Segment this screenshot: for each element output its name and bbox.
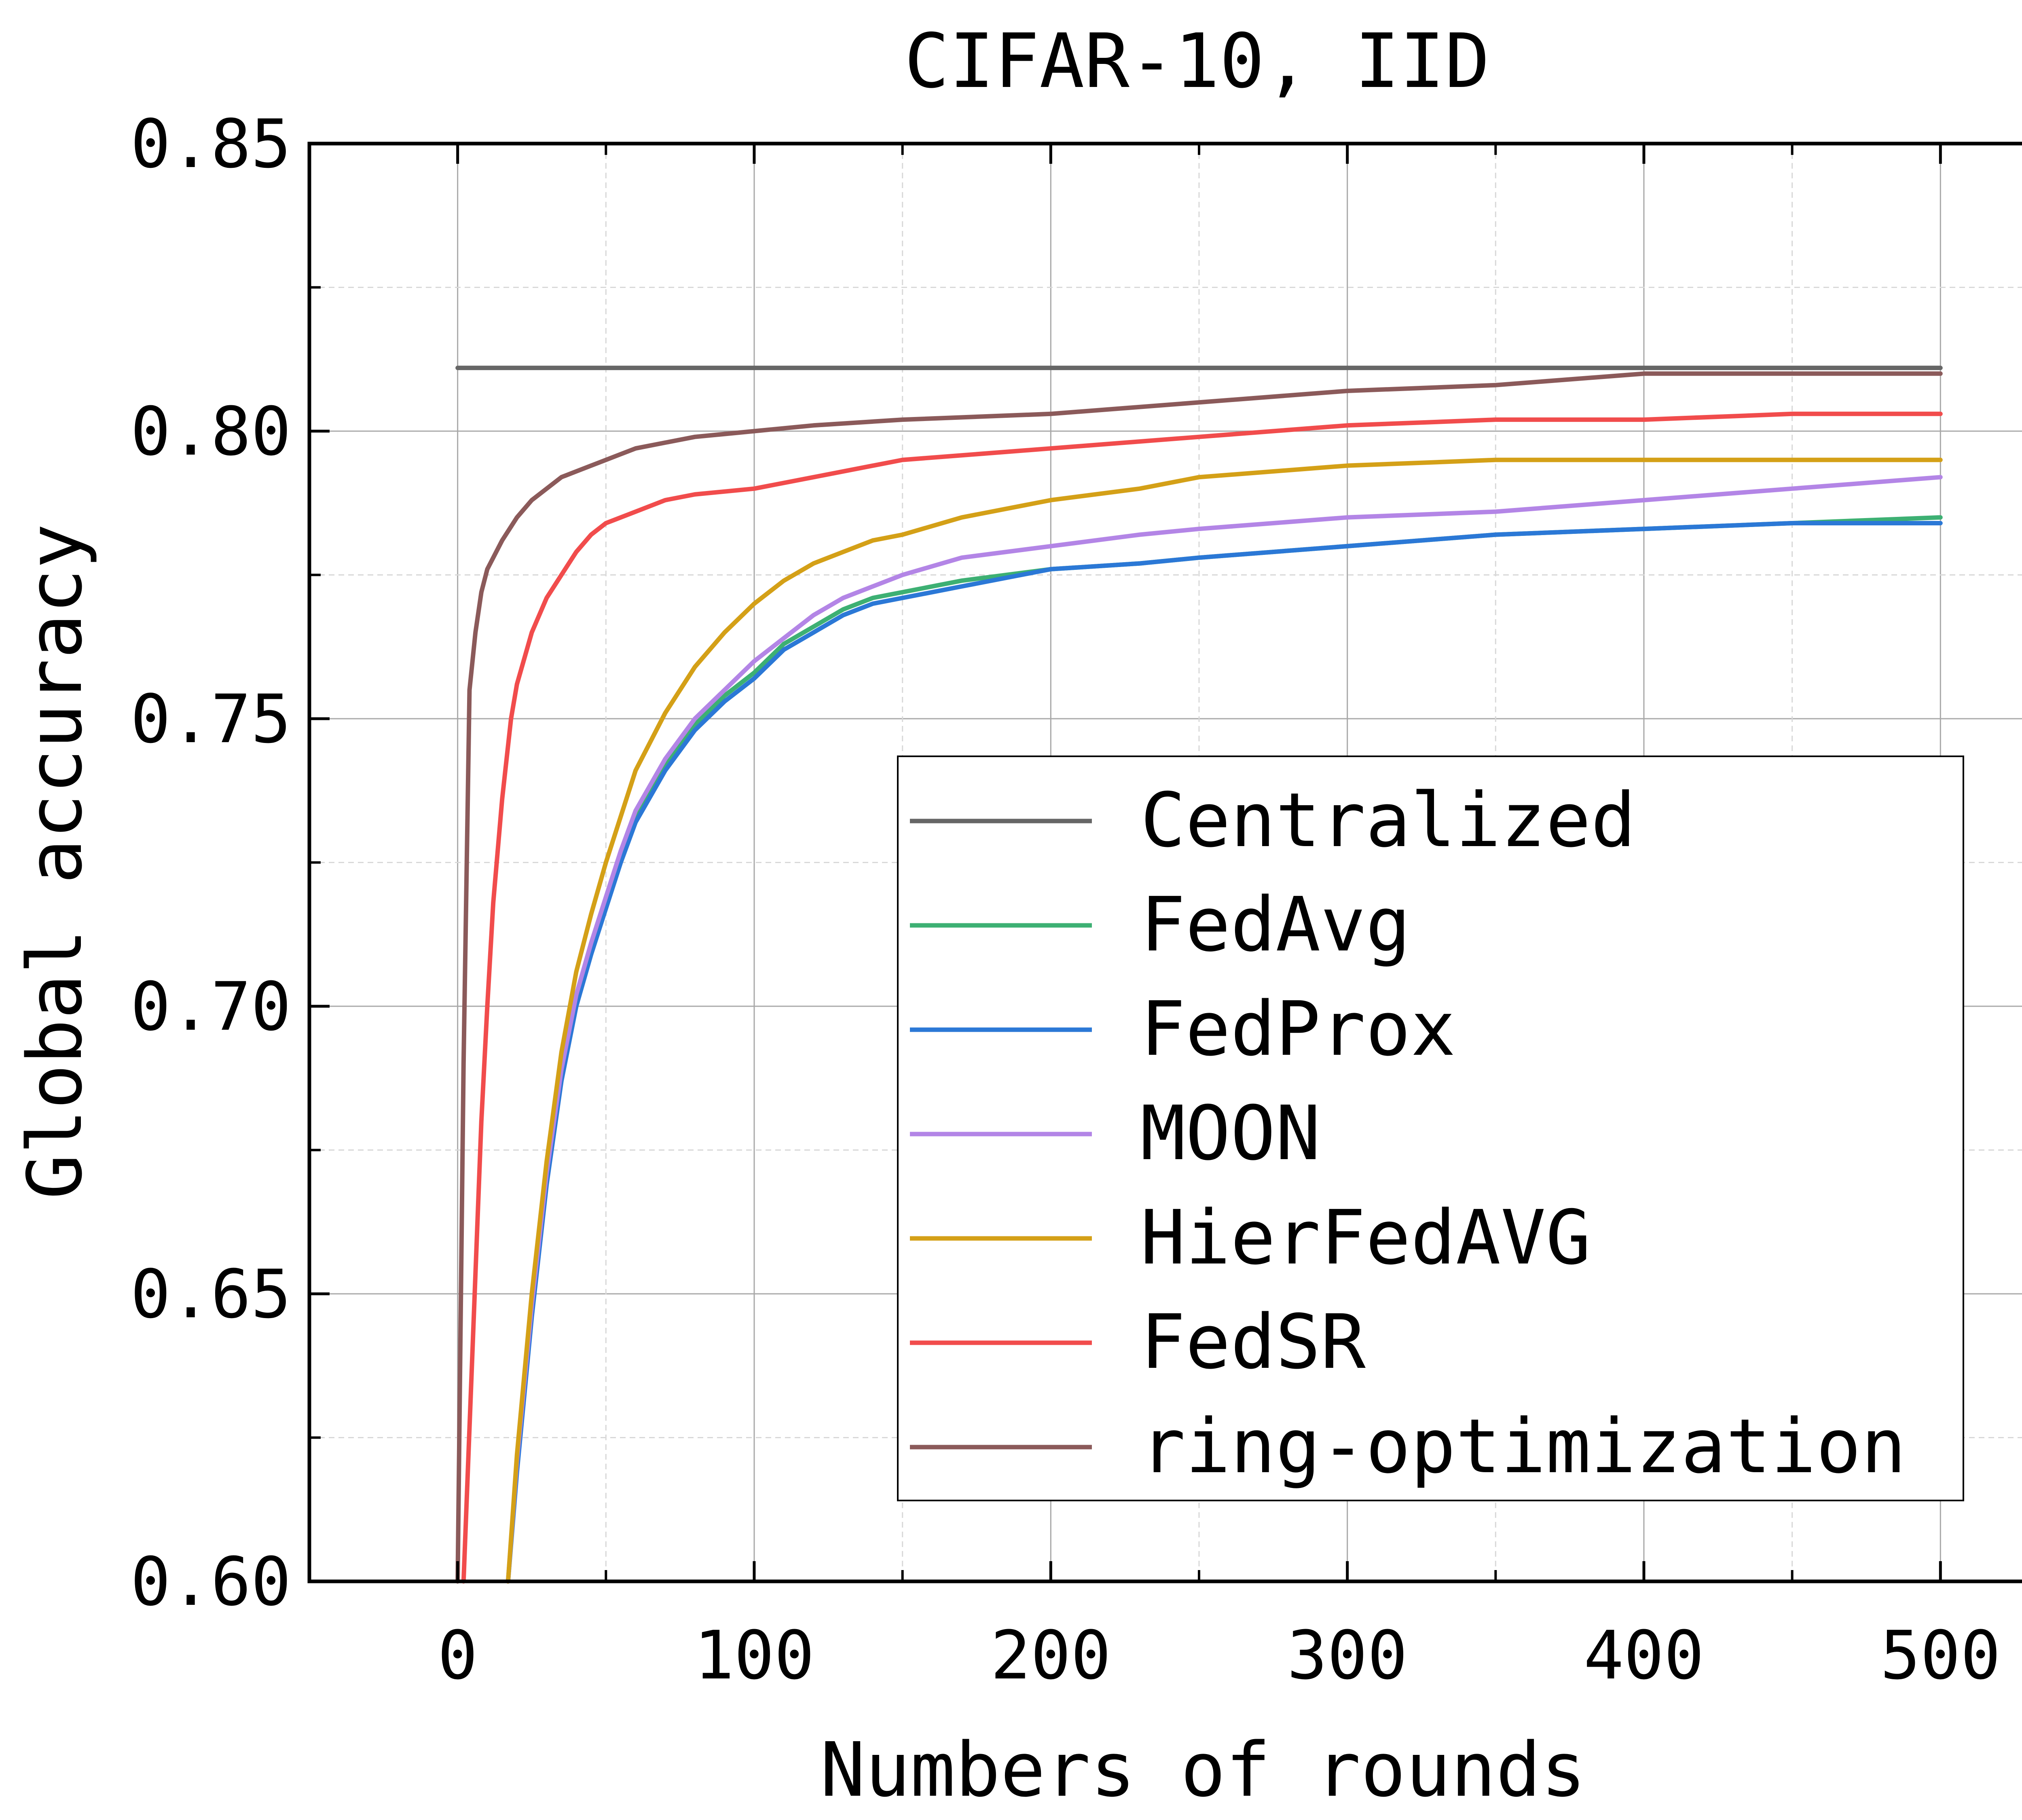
- x-tick-label: 400: [1584, 1617, 1704, 1694]
- series-line-ring-optimization: [455, 371, 1943, 1584]
- legend: Centralized FedAvg FedProx MOON HierFedAVG Fe…: [897, 756, 1964, 1501]
- y-tick-label: 0.85: [131, 105, 291, 183]
- y-tick-label: 0.80: [131, 393, 291, 470]
- legend-label: FedSR: [1140, 1298, 1366, 1386]
- y-tick-label: 0.70: [131, 968, 291, 1045]
- y-tick-label: 0.65: [131, 1255, 291, 1333]
- series-line-moon: [506, 475, 1943, 1584]
- legend-label: MOON: [1140, 1090, 1321, 1177]
- legend-label: Centralized: [1140, 777, 1636, 864]
- chart-title: CIFAR-10, IID: [904, 17, 1490, 105]
- y-tick-label: 0.75: [131, 680, 291, 758]
- x-tick-label: 0: [438, 1617, 478, 1694]
- series-line-hierfedavg: [506, 457, 1943, 1584]
- series-line-fedprox: [506, 521, 1943, 1584]
- x-tick-label: 200: [990, 1617, 1111, 1694]
- legend-box: [897, 756, 1964, 1501]
- legend-label: FedProx: [1140, 985, 1456, 1073]
- y-tick-label: 0.60: [131, 1543, 291, 1621]
- legend-label: FedAvg: [1140, 881, 1411, 968]
- x-tick-label: 300: [1287, 1617, 1408, 1694]
- x-axis-label: Numbers of rounds: [820, 1726, 1586, 1814]
- x-tick-label: 100: [694, 1617, 814, 1694]
- y-axis-label: Global accuracy: [11, 524, 99, 1200]
- tick-labels: 0 100 200 300 400 500 0.60 0.65 0.70 0.75 0.80 0.85: [131, 105, 2001, 1694]
- legend-label: HierFedAVG: [1140, 1194, 1591, 1281]
- series-lines: [455, 366, 1943, 1584]
- series-line-fedsr: [461, 411, 1943, 1584]
- x-tick-label: 500: [1880, 1617, 2001, 1694]
- legend-label: ring-optimization: [1140, 1403, 1906, 1490]
- axes: [307, 142, 2022, 1583]
